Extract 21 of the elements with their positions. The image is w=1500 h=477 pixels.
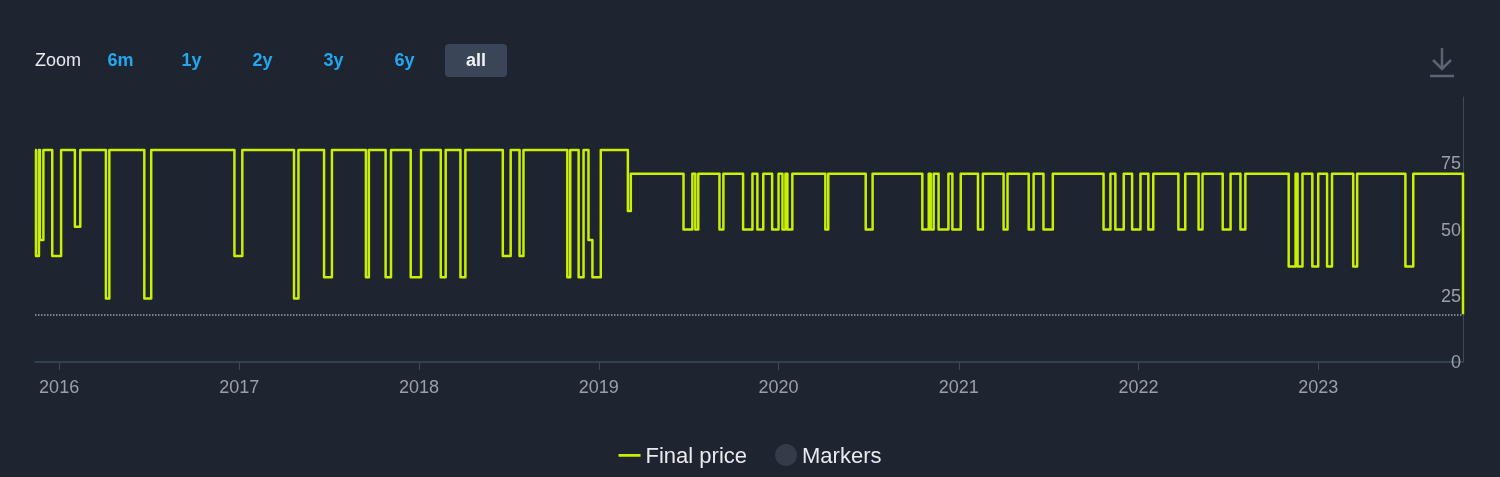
text: 1y [180,49,203,72]
text: 3y [322,49,345,72]
x-tick-label: 2017 [219,377,260,397]
x-tick-label: 2021 [938,377,979,397]
x-tick-label: 2016 [39,377,80,397]
y-tick-label: 75 [1440,153,1461,174]
text: 6y [393,49,416,72]
y-tick-label: 25 [1440,285,1461,306]
text: Zoom [35,49,82,72]
x-tick-label: 2022 [1118,377,1159,397]
y-tick-label: 50 [1440,219,1461,240]
x-tick-label: 2020 [758,377,799,397]
y-tick-label: 0 [1450,352,1461,372]
legend-label: Markers [802,442,882,468]
text: 2y [251,49,274,72]
x-tick-label: 2023 [1298,377,1339,397]
legend-label: Final price [645,442,748,468]
text: all [445,44,508,77]
text: 6m [106,49,135,72]
x-tick-label: 2018 [399,377,440,397]
x-tick-label: 2019 [578,377,619,397]
